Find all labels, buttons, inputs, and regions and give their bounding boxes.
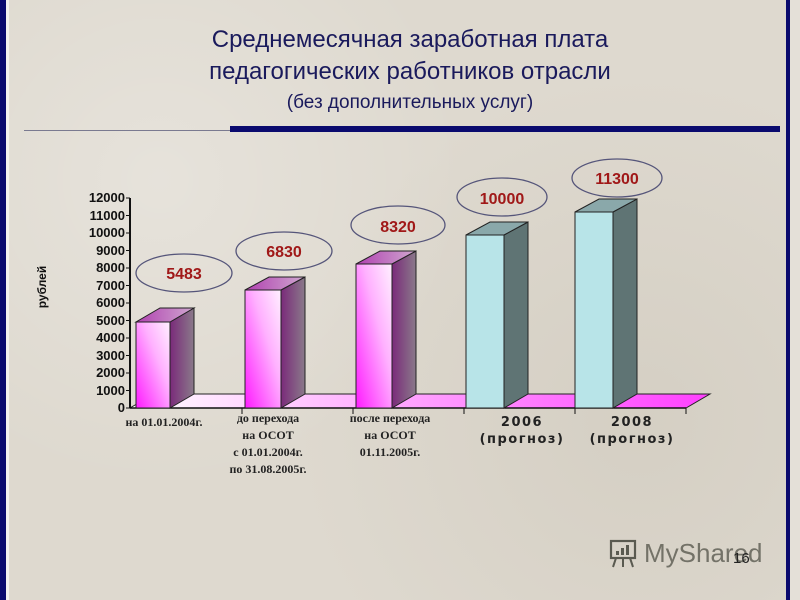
x-label-1: на 01.01.2004г. <box>112 414 216 431</box>
svg-text:8320: 8320 <box>380 219 416 236</box>
svg-text:10000: 10000 <box>480 191 525 208</box>
bar-4 <box>465 221 529 409</box>
x-label-5-line1: 2008 <box>610 415 654 430</box>
value-label-2: 6830 <box>235 231 333 271</box>
x-label-5: 2008 (прогноз) <box>576 414 688 448</box>
right-frame-bar <box>786 0 790 600</box>
watermark-text: MyShared <box>644 537 763 568</box>
x-category-ticks <box>241 408 687 414</box>
x-label-2-line3: с 01.01.2004г. <box>233 445 303 459</box>
svg-text:10000: 10000 <box>89 225 125 240</box>
x-label-4-line1: 2006 <box>500 415 544 430</box>
title-divider-thick <box>230 126 780 132</box>
bar-1 <box>134 307 196 409</box>
slide-title-line1: Среднемесячная заработная плата <box>211 26 609 53</box>
value-label-4: 10000 <box>456 177 548 217</box>
x-label-3: после перехода на ОСОТ 01.11.2005г. <box>334 410 446 461</box>
svg-text:11300: 11300 <box>595 171 639 188</box>
bar-5 <box>574 198 638 409</box>
right-frame-margin <box>790 0 800 600</box>
svg-text:4000: 4000 <box>96 330 125 345</box>
y-axis-label: рублей <box>35 266 49 308</box>
svg-text:7000: 7000 <box>96 278 125 293</box>
bar-3 <box>355 250 417 409</box>
x-label-1-line: на 01.01.2004г. <box>125 415 203 429</box>
x-label-2: до перехода на ОСОТ с 01.01.2004г. по 31… <box>212 410 324 478</box>
slide-subtitle: (без дополнительных услуг) <box>286 92 534 113</box>
x-label-3-line2: на ОСОТ <box>364 428 416 442</box>
bar-2 <box>244 276 306 409</box>
svg-text:6000: 6000 <box>96 295 125 310</box>
slide-number: 16 <box>733 550 750 567</box>
value-label-3: 8320 <box>350 205 446 245</box>
left-frame-highlight <box>6 0 9 600</box>
x-label-3-line3: 01.11.2005г. <box>359 445 421 459</box>
value-label-5: 11300 <box>571 158 663 198</box>
svg-text:5483: 5483 <box>166 266 202 283</box>
svg-text:12000: 12000 <box>89 190 125 205</box>
x-label-4-line2: (прогноз) <box>479 432 565 447</box>
y-ticks: 0 1000 2000 3000 4000 5000 6000 7000 800… <box>89 190 130 415</box>
x-label-3-line1: после перехода <box>349 411 431 425</box>
svg-text:2000: 2000 <box>96 365 125 380</box>
svg-text:1000: 1000 <box>96 383 125 398</box>
x-label-2-line1: до перехода <box>236 411 300 425</box>
watermark: MyShared <box>606 536 763 570</box>
value-label-1: 5483 <box>135 253 233 293</box>
slide-title-line2: педагогических работников отрасли <box>209 58 611 85</box>
left-frame-bar <box>0 0 6 600</box>
svg-text:5000: 5000 <box>96 313 125 328</box>
x-label-2-line4: по 31.08.2005г. <box>229 462 307 476</box>
svg-text:0: 0 <box>118 400 125 415</box>
x-label-4: 2006 (прогноз) <box>466 414 578 448</box>
svg-text:3000: 3000 <box>96 348 125 363</box>
svg-text:6830: 6830 <box>266 244 302 261</box>
svg-text:8000: 8000 <box>96 260 125 275</box>
svg-text:9000: 9000 <box>96 243 125 258</box>
x-label-2-line2: на ОСОТ <box>242 428 294 442</box>
presentation-board-icon <box>609 539 637 568</box>
svg-text:11000: 11000 <box>90 208 125 223</box>
x-label-5-line2: (прогноз) <box>589 432 675 447</box>
